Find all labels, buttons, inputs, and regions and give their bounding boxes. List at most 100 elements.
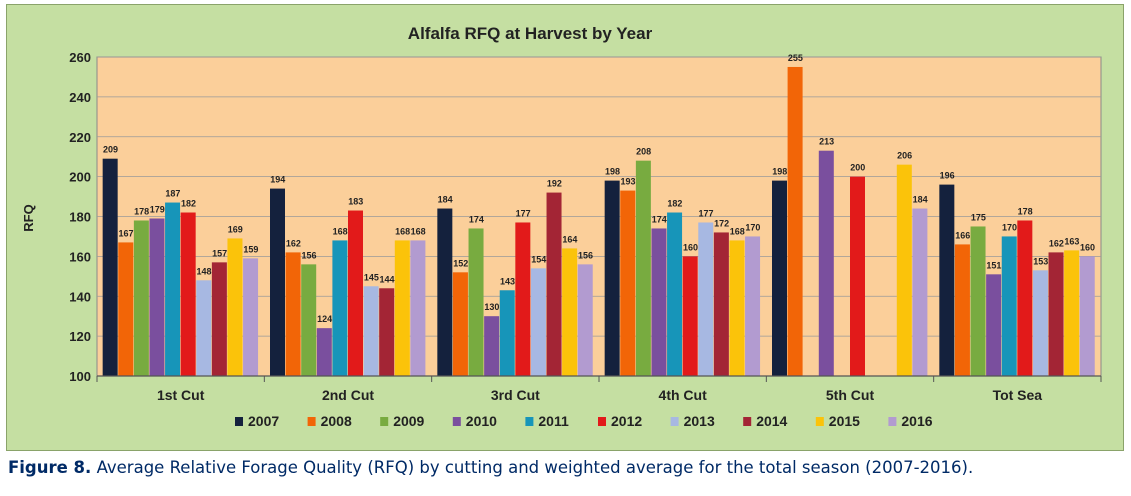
x-tick-label: 5th Cut: [826, 387, 875, 403]
bar: [577, 264, 593, 376]
bar: [986, 274, 1002, 376]
bar: [285, 252, 301, 376]
legend-label: 2010: [466, 413, 497, 429]
data-label: 162: [286, 238, 301, 248]
bar: [1064, 250, 1080, 376]
bar: [196, 280, 212, 376]
bar: [270, 188, 285, 376]
legend-swatch: [815, 417, 824, 426]
bar: [635, 160, 651, 376]
bar: [484, 316, 500, 376]
y-tick-label: 140: [69, 289, 91, 304]
data-label: 160: [683, 242, 698, 252]
data-label: 157: [212, 248, 227, 258]
chart-title: Alfalfa RFQ at Harvest by Year: [408, 24, 653, 43]
bar: [394, 240, 410, 376]
legend: 2007 2008 2009 2010 2011 2012 2013 2014 2015 2016: [235, 413, 933, 429]
data-label: 159: [243, 244, 258, 254]
data-label: 196: [940, 171, 955, 181]
data-label: 148: [197, 266, 212, 276]
data-label: 182: [667, 199, 682, 209]
data-label: 178: [134, 206, 149, 216]
bar: [530, 268, 546, 376]
data-label: 177: [516, 208, 531, 218]
data-label: 168: [333, 226, 348, 236]
data-label: 213: [819, 137, 834, 147]
bar: [818, 150, 834, 376]
bar: [562, 248, 578, 376]
data-label: 168: [411, 226, 426, 236]
x-tick-label: 2nd Cut: [322, 387, 374, 403]
data-label: 178: [1018, 206, 1033, 216]
data-label: 130: [484, 302, 499, 312]
legend-swatch: [307, 417, 316, 426]
data-label: 184: [913, 195, 928, 205]
data-label: 198: [605, 167, 620, 177]
data-label: 166: [955, 230, 970, 240]
y-tick-label: 120: [69, 329, 91, 344]
x-tick-label: 4th Cut: [659, 387, 708, 403]
bar: [772, 180, 787, 376]
bar: [363, 286, 379, 376]
rfq-bar-chart: Alfalfa RFQ at Harvest by Year RFQ 100 12…: [21, 24, 1102, 429]
data-label: 255: [788, 53, 803, 63]
legend-swatch: [380, 417, 389, 426]
bar: [316, 328, 332, 376]
bar: [165, 202, 181, 376]
legend-label: 2008: [321, 413, 352, 429]
data-label: 187: [165, 189, 180, 199]
bar: [133, 220, 149, 376]
legend-label: 2016: [901, 413, 932, 429]
bar: [332, 240, 348, 376]
data-label: 167: [119, 228, 134, 238]
data-label: 162: [1049, 238, 1064, 248]
bar: [954, 244, 970, 376]
data-label: 208: [636, 147, 651, 157]
y-axis-label: RFQ: [21, 204, 36, 231]
x-tick-label: 1st Cut: [157, 387, 205, 403]
bar: [745, 236, 761, 376]
data-label: 175: [971, 212, 986, 222]
bar: [939, 184, 955, 376]
data-label: 156: [301, 250, 316, 260]
bar: [546, 192, 562, 376]
legend-label: 2012: [611, 413, 642, 429]
legend-label: 2011: [538, 413, 569, 429]
y-tick-label: 100: [69, 369, 91, 384]
bar: [787, 66, 803, 376]
bar: [604, 180, 620, 376]
bar: [698, 222, 714, 376]
data-label: 152: [453, 258, 468, 268]
data-label: 169: [228, 224, 243, 234]
data-label: 144: [379, 274, 394, 284]
bar: [970, 226, 986, 376]
bar: [379, 288, 395, 376]
bar: [667, 212, 683, 376]
data-label: 183: [348, 197, 363, 207]
legend-swatch: [452, 417, 461, 426]
data-label: 145: [364, 272, 379, 282]
data-label: 177: [699, 208, 714, 218]
bar: [437, 208, 453, 376]
legend-swatch: [598, 417, 606, 426]
y-tick-label: 180: [69, 210, 91, 225]
y-tick-label: 160: [69, 249, 91, 264]
data-label: 143: [500, 276, 515, 286]
data-label: 156: [578, 250, 593, 260]
bar: [620, 190, 636, 376]
data-label: 209: [103, 145, 118, 155]
data-label: 198: [772, 167, 787, 177]
bar: [452, 272, 468, 376]
bar: [713, 232, 729, 376]
legend-swatch: [670, 417, 679, 426]
bar: [468, 228, 484, 376]
legend-swatch: [743, 417, 752, 426]
y-tick-label: 260: [69, 50, 91, 65]
bar: [850, 176, 865, 376]
bar: [243, 258, 259, 376]
legend-label: 2014: [756, 413, 787, 429]
caption-text: Average Relative Forage Quality (RFQ) by…: [96, 458, 974, 477]
chart-panel: Alfalfa RFQ at Harvest by Year RFQ 100 12…: [6, 4, 1124, 451]
data-label: 174: [469, 214, 484, 224]
